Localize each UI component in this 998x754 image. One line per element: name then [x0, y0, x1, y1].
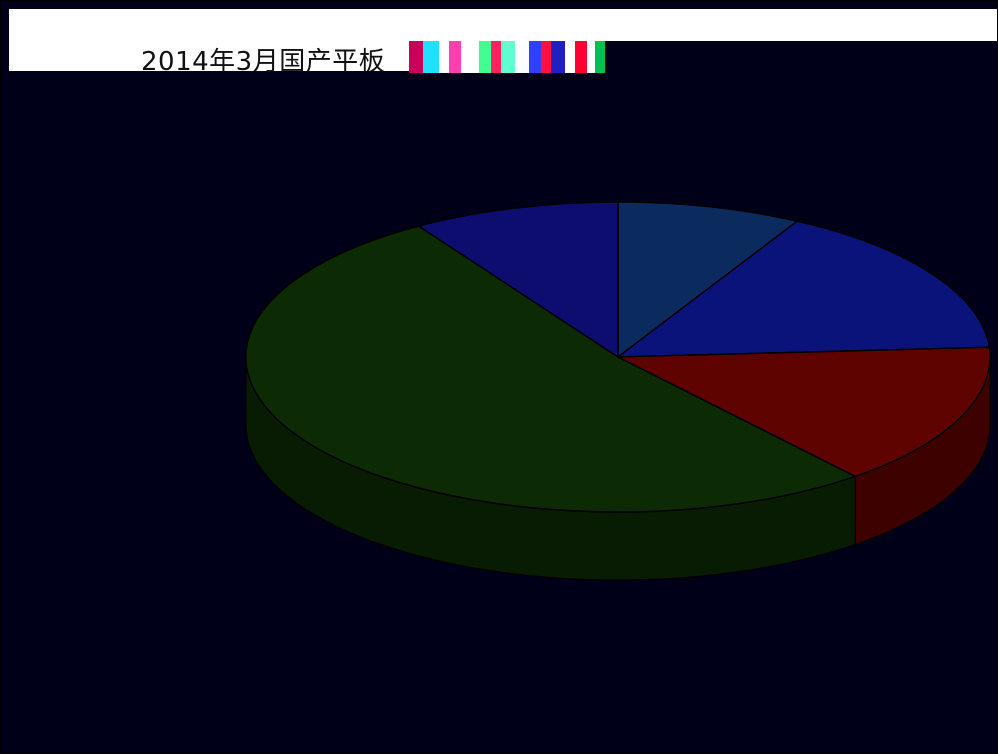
pie-slice-3 [245, 225, 858, 513]
corrupted-title-strip [409, 41, 997, 73]
pie-slice-4 [416, 201, 619, 359]
pie-tops [245, 201, 991, 513]
pie-slice-1 [615, 220, 991, 358]
pie-slice-2 [617, 346, 991, 478]
chart-title: 2014年3月国产平板 [141, 47, 386, 77]
pie-slice-0 [617, 201, 799, 359]
